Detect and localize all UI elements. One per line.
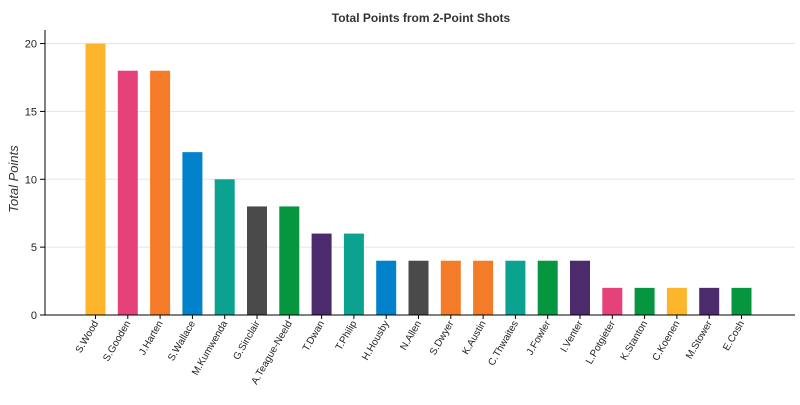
x-tick-label: T.Dwan [301,319,327,353]
x-tick-label: E.Cosh [721,319,747,353]
x-tick-label: K.Stanton [619,319,650,363]
bar-j-fowler [537,260,558,315]
x-tick-label: S.Gooden [101,319,133,364]
x-tick-label: G.Sinclair [231,318,263,362]
axes [44,30,795,316]
bar-h-housby [376,260,397,315]
x-tick-label: J.Harten [137,319,165,357]
bar-c-koenen [666,287,687,315]
bar-s-wood [85,43,106,315]
x-tick-label: C.Thwaites [486,319,521,368]
bar-a-teague-neeld [279,206,300,315]
chart-title: Total Points from 2-Point Shots [332,11,511,25]
bar-e-cosh [731,287,752,315]
bar-i-venter [570,260,590,315]
x-axis-ticks: S.Wood S.Gooden J.Harten S.WallaceM.Kumwend… [74,315,747,387]
y-tick-label: 0 [31,310,37,322]
bar-m-kumwenda [214,179,235,315]
x-tick-label: M.Stower [684,318,715,361]
bar-l-potgieter [602,287,623,315]
y-tick-label: 10 [25,174,37,186]
bar-n-allen [408,260,429,315]
y-tick-label: 5 [31,242,37,254]
x-tick-label: H.Housby [360,319,391,363]
x-tick-label: S.Wallace [166,319,198,364]
bar-t-philip [343,233,364,315]
y-tick-label: 20 [25,39,37,51]
x-tick-label: T.Philip [334,319,360,353]
x-tick-label: S.Wood [74,319,101,355]
y-axis-ticks: 0 5 10 15 20 [25,39,45,322]
bar-s-gooden [117,70,138,315]
bar-m-stower [699,287,720,315]
bar-c-thwaites [505,260,526,315]
bar-g-sinclair [247,206,267,315]
x-tick-label: S.Dwyer [428,318,457,357]
y-tick-label: 15 [25,106,37,118]
x-tick-label: L.Potgieter [584,318,618,366]
x-tick-label: N.Allen [398,319,424,352]
bars [85,43,752,315]
x-tick-label: C.Koenen [651,319,683,363]
x-tick-label: K.Austin [461,319,489,357]
x-tick-label: J.Fowler [525,318,554,357]
bar-k-austin [473,260,494,315]
y-axis-label: Total Points [6,145,21,213]
bar-k-stanton [634,287,655,315]
bar-j-harten [150,70,171,315]
bar-s-dwyer [440,260,461,315]
x-tick-label: I.Venter [559,318,586,354]
bar-s-wallace [182,152,203,315]
bar-t-dwan [311,233,332,315]
